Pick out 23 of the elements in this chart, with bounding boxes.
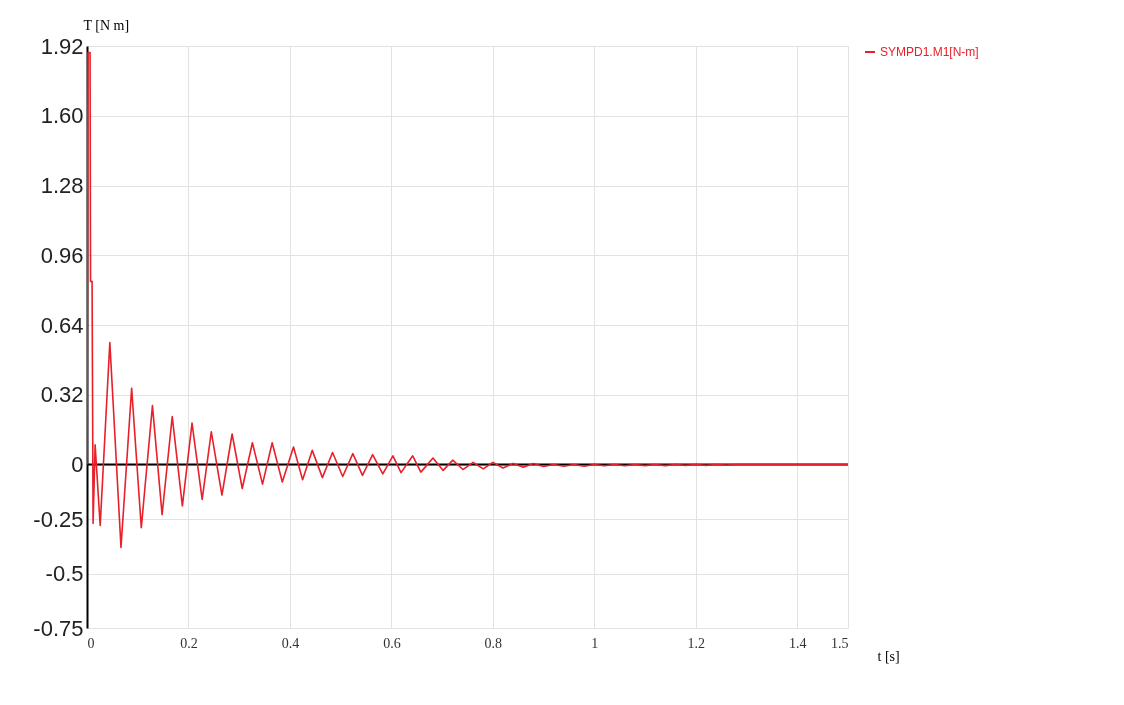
y-tick-label: 1.28 — [40, 173, 84, 199]
y-tick-label: 0 — [71, 452, 84, 478]
legend-label: SYMPD1.M1[N-m] — [880, 45, 979, 59]
x-axis-title: t [s] — [877, 648, 900, 664]
y-tick-label: 0.96 — [40, 242, 84, 268]
y-tick-label: 1.60 — [40, 103, 84, 129]
x-tick-label: 1.2 — [687, 635, 706, 651]
x-tick-label: 0.8 — [484, 635, 503, 651]
line-series — [87, 51, 848, 549]
y-tick-label: 0.64 — [40, 312, 84, 338]
y-tick-label: 0.32 — [40, 382, 84, 408]
y-axis-title: T [N m] — [83, 17, 130, 33]
y-tick-label: -0.25 — [33, 506, 84, 532]
x-tick-label: 0.2 — [180, 635, 198, 651]
x-tick-label: 0.6 — [383, 635, 401, 651]
x-tick-label: 0.4 — [281, 635, 300, 651]
y-tick-label: -0.75 — [33, 615, 84, 641]
x-tick-label: 1.5 — [831, 635, 849, 651]
x-tick-label: 0 — [87, 635, 95, 651]
x-tick-label: 1.4 — [789, 635, 807, 651]
x-tick-label: 1 — [591, 635, 599, 651]
y-tick-label: -0.5 — [45, 561, 84, 587]
y-tick-label: 1.92 — [40, 33, 84, 59]
